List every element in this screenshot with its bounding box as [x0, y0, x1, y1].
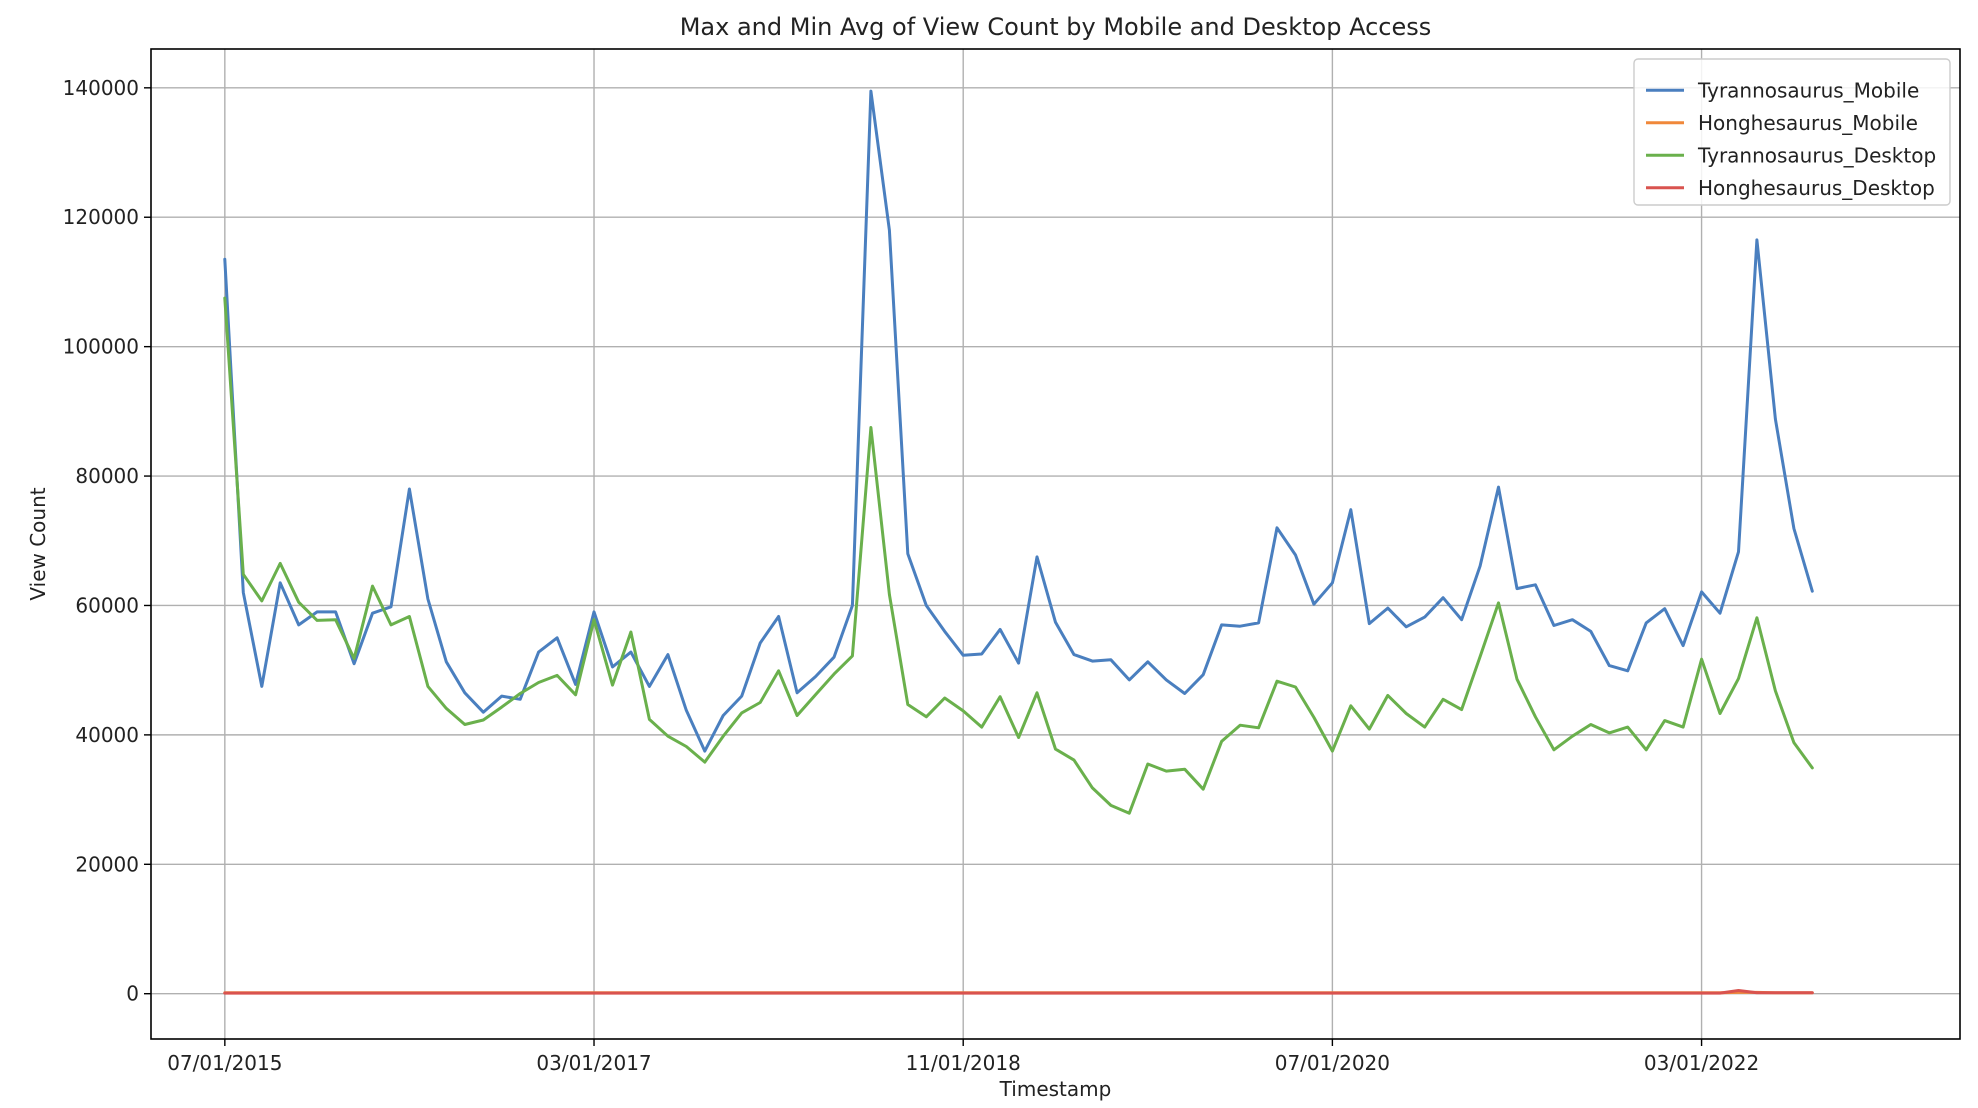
y-tick-label: 40000	[75, 723, 139, 747]
y-tick-label: 60000	[75, 593, 139, 617]
legend-label: Honghesaurus_Mobile	[1698, 111, 1918, 135]
legend-label: Tyrannosaurus_Desktop	[1697, 143, 1936, 167]
x-axis-title: Timestamp	[999, 1077, 1112, 1101]
legend: Tyrannosaurus_Mobile Honghesaurus_Mobile T…	[1634, 59, 1950, 205]
y-tick-label: 140000	[63, 76, 139, 100]
x-tick-label: 07/01/2015	[167, 1051, 282, 1075]
y-tick-label: 20000	[75, 852, 139, 876]
y-tick-label: 80000	[75, 464, 139, 488]
x-tick-label: 03/01/2017	[536, 1051, 651, 1075]
x-tick-label: 07/01/2020	[1275, 1051, 1390, 1075]
y-axis-title: View Count	[26, 487, 50, 600]
legend-label: Honghesaurus_Desktop	[1698, 176, 1935, 200]
x-tick-label: 03/01/2022	[1644, 1051, 1759, 1075]
x-tick-label: 11/01/2018	[906, 1051, 1021, 1075]
chart-title: Max and Min Avg of View Count by Mobile …	[680, 13, 1432, 41]
legend-label: Tyrannosaurus_Mobile	[1697, 78, 1919, 102]
y-tick-label: 100000	[63, 335, 139, 359]
y-tick-label: 0	[126, 982, 139, 1006]
y-tick-label: 120000	[63, 205, 139, 229]
